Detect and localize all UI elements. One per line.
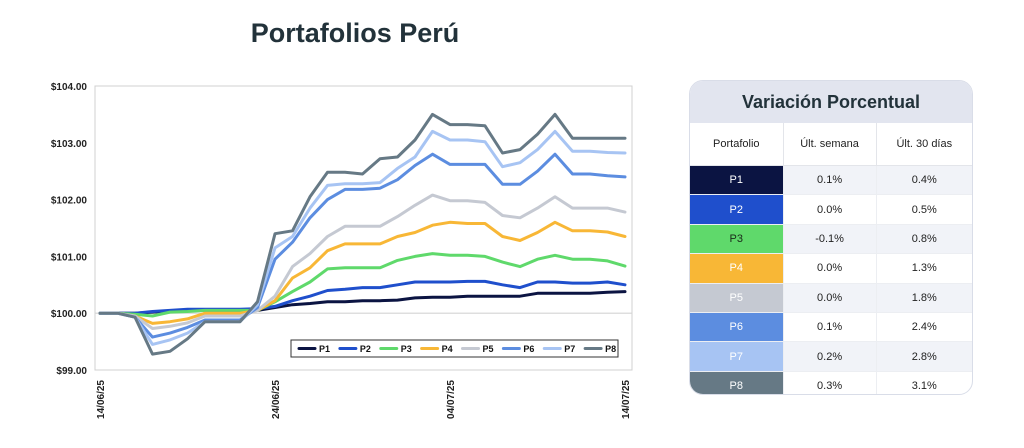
portfolio-name-cell: P8: [690, 371, 784, 394]
header-ult-semana: Últ. semana: [783, 123, 877, 166]
month-change-cell: 1.3%: [876, 253, 972, 284]
portfolio-name-cell: P3: [690, 224, 784, 255]
week-change-cell: 0.0%: [783, 194, 877, 225]
legend-label: P3: [401, 344, 412, 354]
table-row: P7 0.2% 2.8%: [690, 341, 972, 372]
portfolio-name-cell: P1: [690, 165, 784, 196]
week-change-cell: 0.3%: [783, 371, 877, 394]
table-row: P5 0.0% 1.8%: [690, 283, 972, 313]
table-row: P3 -0.1% 0.8%: [690, 224, 972, 255]
legend-label: P2: [360, 344, 371, 354]
table-header-row: Portafolio Últ. semana Últ. 30 días: [690, 123, 972, 166]
x-tick-label: 04/07/25: [446, 380, 457, 419]
variation-grid: Portafolio Últ. semana Últ. 30 días P1 0.…: [690, 123, 972, 394]
legend-label: P1: [319, 344, 330, 354]
table-row: P2 0.0% 0.5%: [690, 194, 972, 225]
week-change-cell: 0.2%: [783, 341, 877, 372]
month-change-cell: 0.5%: [876, 194, 972, 225]
series-line-p8: [98, 112, 627, 356]
portfolio-name-cell: P7: [690, 341, 784, 372]
x-tick-label: 24/06/25: [271, 380, 282, 419]
month-change-cell: 0.8%: [876, 224, 972, 255]
portfolio-name-cell: P2: [690, 194, 784, 225]
variation-table: Variación Porcentual Portafolio Últ. sem…: [689, 80, 973, 395]
table-title: Variación Porcentual: [690, 81, 972, 123]
header-ult-30-dias: Últ. 30 días: [876, 123, 972, 166]
series-line-p7: [98, 129, 627, 346]
y-tick-label: $104.00: [51, 82, 88, 93]
portfolio-name-cell: P4: [690, 253, 784, 284]
y-tick-label: $100.00: [51, 309, 88, 320]
week-change-cell: -0.1%: [783, 224, 877, 255]
table-row: P1 0.1% 0.4%: [690, 165, 972, 196]
y-tick-label: $102.00: [51, 196, 88, 207]
table-row: P6 0.1% 2.4%: [690, 312, 972, 343]
x-tick-label: 14/07/25: [621, 380, 632, 419]
week-change-cell: 0.0%: [783, 253, 877, 284]
header-portafolio: Portafolio: [690, 123, 784, 166]
month-change-cell: 3.1%: [876, 371, 972, 394]
series-line-p3: [98, 252, 627, 318]
legend-label: P8: [605, 344, 616, 354]
table-row: P8 0.3% 3.1%: [690, 371, 972, 394]
portfolio-name-cell: P5: [690, 283, 784, 313]
table-body: P1 0.1% 0.4% P2 0.0% 0.5% P3 -0.1% 0.8% P4 0.0% 1.3…: [690, 165, 972, 394]
legend-label: P5: [483, 344, 494, 354]
series-line-p5: [98, 193, 627, 330]
legend-label: P6: [523, 344, 534, 354]
week-change-cell: 0.0%: [783, 283, 877, 313]
table-row: P4 0.0% 1.3%: [690, 253, 972, 284]
week-change-cell: 0.1%: [783, 165, 877, 196]
y-tick-label: $103.00: [51, 139, 88, 150]
series-line-p4: [98, 220, 627, 325]
legend-box: [290, 339, 619, 358]
series-line-p6: [98, 152, 627, 339]
y-tick-label: $99.00: [56, 366, 87, 377]
portfolio-name-cell: P6: [690, 312, 784, 343]
plot-area: [94, 85, 633, 371]
month-change-cell: 2.8%: [876, 341, 972, 372]
series-line-p2: [98, 279, 627, 315]
week-change-cell: 0.1%: [783, 312, 877, 343]
month-change-cell: 0.4%: [876, 165, 972, 196]
x-tick-label: 14/06/25: [96, 380, 107, 419]
line-chart: $99.00 $100.00 $101.00 $102.00 $103.00 $104.0…: [51, 82, 633, 419]
legend-label: P4: [442, 344, 453, 354]
legend-label: P7: [564, 344, 575, 354]
month-change-cell: 2.4%: [876, 312, 972, 343]
y-tick-label: $101.00: [51, 252, 88, 263]
chart-title: Portafolios Perú: [250, 18, 460, 48]
month-change-cell: 1.8%: [876, 283, 972, 313]
